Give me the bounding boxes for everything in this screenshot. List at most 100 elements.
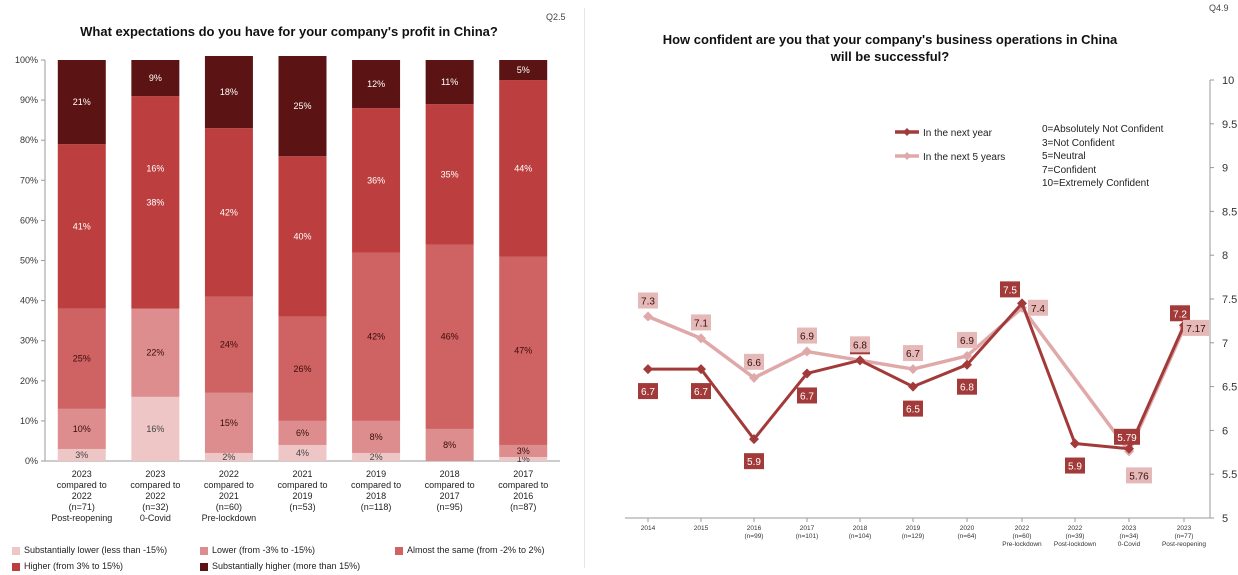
confidence-category-label: Pre-lockdown [1002,541,1042,548]
confidence-y-tick-label: 8.5 [1222,206,1237,218]
confidence-y-tick-label: 8 [1222,250,1228,262]
profit-bar-value-label: 11% [441,77,458,87]
profit-legend-swatch [200,562,208,571]
profit-bar-value-label: 3% [517,446,530,456]
next-year-value-label-box [1114,428,1140,445]
confidence-category-label: Post-lockdown [1054,541,1097,548]
profit-legend-swatch [12,562,20,571]
confidence-category-label: (n=99) [745,533,764,540]
profit-bar-segment [352,60,401,109]
profit-y-tick-label: 90% [20,95,38,105]
confidence-y-tick-label: 9.5 [1222,119,1237,131]
profit-bar-segment [204,452,253,461]
profit-category-label: 2019 [292,491,312,501]
profit-bar-value-label: 10% [73,424,91,434]
confidence-category-label: 2023 [1122,525,1137,532]
profit-category-label: 2021 [292,469,312,479]
profit-category-label: compared to [277,480,327,490]
next-5-years-value-label-box [1126,467,1152,484]
confidence-line-chart: 5 5.5 6 6.5 7 7.5 8 8.5 9 9.5 10 2014 2015 2016(n=99)… [625,75,1237,548]
confidence-y-tick-label: 7.5 [1222,294,1237,306]
next-5-years-value-label: 6.6 [747,358,761,369]
profit-bar-value-label: 21% [73,97,91,107]
next-5-years-value-label-box [1183,319,1209,336]
next-5-years-point [696,333,706,344]
confidence-category-label: (n=64) [958,533,977,540]
profit-y-tick-label: 0% [25,456,38,466]
next-year-value-label-box [691,383,711,400]
profit-category-label: (n=60) [216,502,242,512]
profit-bar-segment [57,308,106,409]
profit-category-label: (n=95) [437,502,463,512]
next-year-value-label: 7.5 [1003,285,1017,296]
profit-category-label: 2022 [219,469,239,479]
confidence-category-label: 2022 [1068,525,1083,532]
confidence-y-tick-label: 7 [1222,338,1228,350]
confidence-category-label: (n=104) [849,533,872,540]
profit-bar-segment [278,316,327,421]
profit-category-label: (n=71) [69,502,95,512]
confidence-category-label: 2022 [1015,525,1030,532]
next-5-years-value-label: 6.9 [960,336,974,347]
next-year-point [802,368,812,379]
profit-legend-swatch [395,546,403,555]
confidence-legend-label: In the next year [923,128,993,139]
profit-bar-value-label: 22% [146,348,164,358]
confidence-category-label: (n=129) [902,533,925,540]
next-year-value-label-box [638,383,658,400]
profit-bar-segment [499,256,548,445]
next-5-years-value-label: 7.17 [1186,324,1206,335]
profit-bar-segment [131,96,180,309]
next-year-point [962,359,972,370]
profit-bar-value-label: 41% [73,221,91,231]
confidence-category-label: 0-Covid [1118,541,1141,548]
profit-bar-value-label: 40% [293,231,311,241]
profit-bar-value-label: 46% [441,332,459,342]
confidence-category-label: (n=39) [1066,533,1085,540]
profit-y-tick-label: 10% [20,416,38,426]
next-year-value-label: 5.9 [747,457,761,468]
profit-bar-segment [57,144,106,309]
profit-bar-segment [278,156,327,317]
profit-category-label: compared to [425,480,475,490]
profit-bar-segment [204,296,253,393]
profit-bar-segment [499,444,548,457]
next-year-value-label: 5.79 [1117,433,1137,444]
next-5-years-value-label-box [797,327,817,344]
next-year-value-label: 5.9 [1068,462,1082,473]
confidence-legend-marker [903,152,911,160]
profit-stacked-bar-chart: 0% 10% 20% 30% 40% 50% 60% 70% 80% 90% 100% 3% 10% 25… [15,55,560,523]
profit-category-label: 2017 [513,469,533,479]
profit-bar-segment [499,60,548,81]
profit-legend-item: Lower (from -3% to -15%) [200,545,315,555]
next-5-years-value-label: 6.7 [906,349,920,360]
profit-bar-value-label: 38% [146,197,164,207]
profit-bar-value-label: 8% [443,440,456,450]
next-year-point [696,364,706,375]
profit-bar-value-label: 42% [367,332,385,342]
profit-category-label: (n=87) [510,502,536,512]
profit-bar-segment [131,60,180,97]
profit-bar-segment [204,392,253,453]
next-5-years-point [802,346,812,357]
next-5-years-point [749,372,759,383]
profit-category-label: compared to [498,480,548,490]
profit-bar-segment [57,448,106,461]
next-5-years-value-label-box [638,292,658,309]
profit-y-tick-label: 30% [20,336,38,346]
next-year-point [1017,298,1027,309]
profit-bar-value-label: 18% [220,87,238,97]
next-5-years-value-label-box [744,353,764,370]
confidence-y-tick-label: 6 [1222,425,1228,437]
profit-category-label: 2016 [513,491,533,501]
next-year-value-label: 6.7 [800,391,814,402]
profit-bar-value-label: 8% [370,432,383,442]
profit-y-tick-label: 40% [20,296,38,306]
confidence-scale-key-line: 10=Extremely Confident [1042,178,1150,189]
confidence-category-label: (n=101) [796,533,819,540]
next-year-value-label: 6.7 [641,387,655,398]
profit-category-label: (n=53) [289,502,315,512]
profit-legend-swatch [12,546,20,555]
profit-bar-segment [425,244,474,429]
next-5-years-value-label: 7.3 [641,297,655,308]
